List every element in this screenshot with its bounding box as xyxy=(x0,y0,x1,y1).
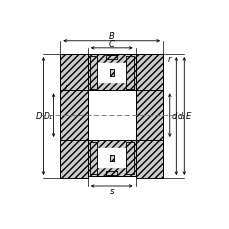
Polygon shape xyxy=(109,70,113,76)
Text: d: d xyxy=(170,111,176,120)
Polygon shape xyxy=(87,140,135,177)
Text: d₁: d₁ xyxy=(176,111,184,120)
Text: r: r xyxy=(65,83,68,92)
Polygon shape xyxy=(97,148,126,167)
Polygon shape xyxy=(106,56,116,60)
Text: r: r xyxy=(167,55,170,64)
Polygon shape xyxy=(135,55,162,178)
Polygon shape xyxy=(126,142,133,175)
Text: C: C xyxy=(108,40,114,49)
Polygon shape xyxy=(106,171,116,176)
Polygon shape xyxy=(87,55,135,91)
Polygon shape xyxy=(89,57,97,89)
Polygon shape xyxy=(97,64,126,83)
Text: B: B xyxy=(108,32,114,41)
Polygon shape xyxy=(109,155,113,162)
Polygon shape xyxy=(89,142,97,175)
Polygon shape xyxy=(60,55,87,178)
Text: D: D xyxy=(36,111,42,120)
Text: D₁: D₁ xyxy=(44,111,53,120)
Text: E: E xyxy=(185,111,191,120)
Text: s: s xyxy=(109,186,113,195)
Polygon shape xyxy=(126,57,133,89)
